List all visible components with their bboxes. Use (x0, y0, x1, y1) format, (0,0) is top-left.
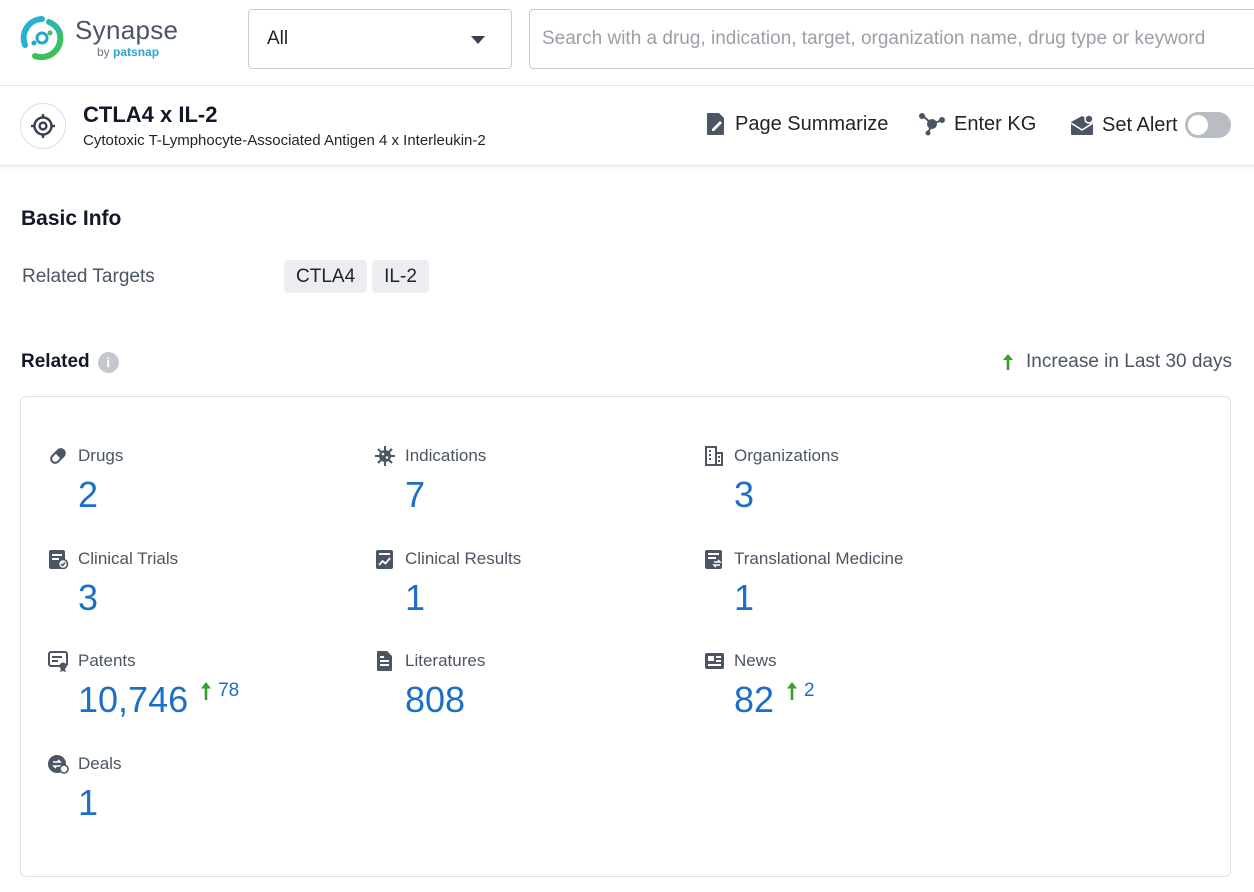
arrow-up-icon (200, 681, 212, 701)
search-box[interactable] (529, 9, 1254, 69)
patent-icon (47, 650, 69, 672)
select-value: All (267, 28, 288, 50)
stat-label: Drugs (78, 446, 123, 466)
stat-deals[interactable]: Deals 1 (47, 753, 121, 825)
stat-drugs[interactable]: Drugs 2 (47, 445, 123, 517)
stat-value[interactable]: 1 (78, 781, 98, 825)
newspaper-icon (703, 650, 725, 672)
knowledge-graph-icon (918, 112, 946, 136)
page-summarize-label: Page Summarize (735, 113, 888, 136)
stat-value[interactable]: 1 (734, 576, 754, 620)
page-summarize-button[interactable]: Page Summarize (705, 112, 888, 136)
page-subtitle: Cytotoxic T-Lymphocyte-Associated Antige… (83, 132, 486, 149)
chart-report-icon (374, 548, 396, 570)
synapse-logo-icon (19, 15, 65, 61)
document-exchange-icon (703, 548, 725, 570)
target-tag-ctla4[interactable]: CTLA4 (284, 260, 367, 293)
stat-value[interactable]: 808 (405, 678, 465, 722)
stat-patents[interactable]: Patents 10,746 78 (47, 650, 239, 722)
increase-value[interactable]: 2 (804, 680, 815, 702)
search-input[interactable] (542, 10, 1252, 68)
stat-label: Deals (78, 754, 121, 774)
stat-label: Indications (405, 446, 486, 466)
pill-icon (47, 445, 69, 467)
entity-header: CTLA4 x IL-2 Cytotoxic T-Lymphocyte-Asso… (0, 86, 1254, 166)
stat-value[interactable]: 82 (734, 678, 774, 722)
increase-value[interactable]: 78 (218, 680, 239, 702)
increase-indicator: 78 (200, 680, 239, 702)
stat-value[interactable]: 2 (78, 473, 98, 517)
deal-icon (47, 753, 69, 775)
brand-by: by (97, 45, 110, 59)
stat-label: Clinical Trials (78, 549, 178, 569)
stat-translational-medicine[interactable]: Translational Medicine 1 (703, 548, 903, 620)
related-heading: Related i (21, 351, 119, 373)
stat-label: Clinical Results (405, 549, 521, 569)
set-alert-label: Set Alert (1102, 114, 1178, 137)
stat-value[interactable]: 3 (734, 473, 754, 517)
increase-indicator: 2 (786, 680, 815, 702)
stat-value[interactable]: 1 (405, 576, 425, 620)
stat-label: News (734, 651, 777, 671)
search-category-select[interactable]: All (248, 9, 512, 69)
enter-kg-button[interactable]: Enter KG (918, 112, 1036, 136)
info-icon[interactable]: i (98, 352, 119, 373)
stat-label: Translational Medicine (734, 549, 903, 569)
clipboard-icon (47, 548, 69, 570)
increase-legend-label: Increase in Last 30 days (1026, 351, 1232, 373)
related-stats-card: Drugs 2 Indications 7 Organizations 3 (20, 396, 1231, 877)
stat-value[interactable]: 3 (78, 576, 98, 620)
related-targets-label: Related Targets (22, 266, 155, 288)
stat-news[interactable]: News 82 2 (703, 650, 815, 722)
stat-label: Patents (78, 651, 136, 671)
top-bar: Synapse by patsnap All (0, 0, 1254, 86)
stat-organizations[interactable]: Organizations 3 (703, 445, 839, 517)
brand-name: Synapse (75, 16, 178, 44)
arrow-up-icon (1002, 353, 1014, 371)
set-alert-control[interactable]: Set Alert (1070, 112, 1231, 138)
building-icon (703, 445, 725, 467)
stat-indications[interactable]: Indications 7 (374, 445, 486, 517)
stat-label: Organizations (734, 446, 839, 466)
brand-byline: by patsnap (97, 44, 178, 60)
enter-kg-label: Enter KG (954, 113, 1036, 136)
summarize-icon (705, 112, 727, 136)
stat-value[interactable]: 10,746 (78, 678, 188, 722)
document-icon (374, 650, 396, 672)
increase-legend: Increase in Last 30 days (1002, 351, 1232, 373)
virus-icon (374, 445, 396, 467)
target-tag-il2[interactable]: IL-2 (372, 260, 429, 293)
arrow-up-icon (786, 681, 798, 701)
brand-company: patsnap (113, 45, 159, 59)
stat-value[interactable]: 7 (405, 473, 425, 517)
page-title: CTLA4 x IL-2 (83, 102, 217, 128)
stat-label: Literatures (405, 651, 485, 671)
related-targets-tags: CTLA4 IL-2 (284, 260, 429, 293)
stat-clinical-trials[interactable]: Clinical Trials 3 (47, 548, 178, 620)
set-alert-toggle[interactable] (1185, 112, 1231, 138)
basic-info-heading: Basic Info (21, 207, 121, 231)
synapse-logo[interactable]: Synapse by patsnap (19, 15, 178, 61)
caret-down-icon (471, 36, 485, 44)
stat-clinical-results[interactable]: Clinical Results 1 (374, 548, 521, 620)
related-heading-label: Related (21, 351, 90, 373)
alert-mail-icon (1070, 114, 1094, 136)
stat-literatures[interactable]: Literatures 808 (374, 650, 485, 722)
target-icon (20, 103, 66, 149)
